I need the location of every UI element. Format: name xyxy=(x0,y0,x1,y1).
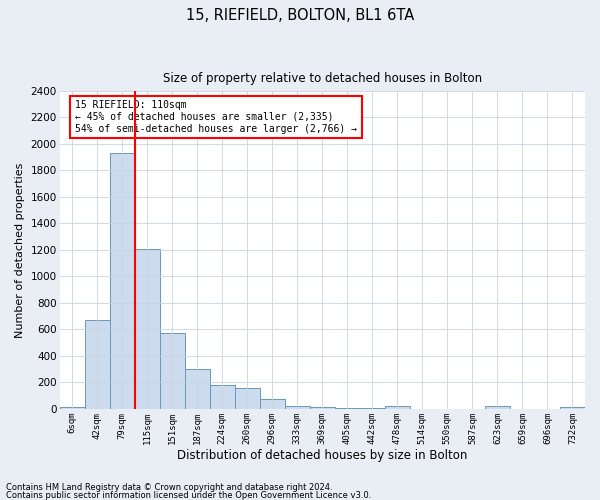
Bar xyxy=(235,388,260,409)
Bar xyxy=(160,334,185,409)
Text: Contains public sector information licensed under the Open Government Licence v3: Contains public sector information licen… xyxy=(6,490,371,500)
Bar xyxy=(185,369,210,409)
Bar xyxy=(85,320,110,409)
Bar xyxy=(310,407,335,409)
Bar xyxy=(560,407,585,409)
Bar xyxy=(134,248,160,409)
Text: 15 RIEFIELD: 110sqm
← 45% of detached houses are smaller (2,335)
54% of semi-det: 15 RIEFIELD: 110sqm ← 45% of detached ho… xyxy=(76,100,358,134)
Bar xyxy=(59,407,85,409)
Bar xyxy=(285,406,310,409)
Bar xyxy=(110,153,134,409)
Bar xyxy=(360,408,385,409)
Bar xyxy=(210,385,235,409)
Bar xyxy=(385,406,410,409)
Title: Size of property relative to detached houses in Bolton: Size of property relative to detached ho… xyxy=(163,72,482,86)
Bar xyxy=(335,408,360,409)
X-axis label: Distribution of detached houses by size in Bolton: Distribution of detached houses by size … xyxy=(177,450,467,462)
Bar xyxy=(260,399,285,409)
Y-axis label: Number of detached properties: Number of detached properties xyxy=(15,162,25,338)
Text: Contains HM Land Registry data © Crown copyright and database right 2024.: Contains HM Land Registry data © Crown c… xyxy=(6,484,332,492)
Bar xyxy=(485,406,510,409)
Text: 15, RIEFIELD, BOLTON, BL1 6TA: 15, RIEFIELD, BOLTON, BL1 6TA xyxy=(186,8,414,22)
